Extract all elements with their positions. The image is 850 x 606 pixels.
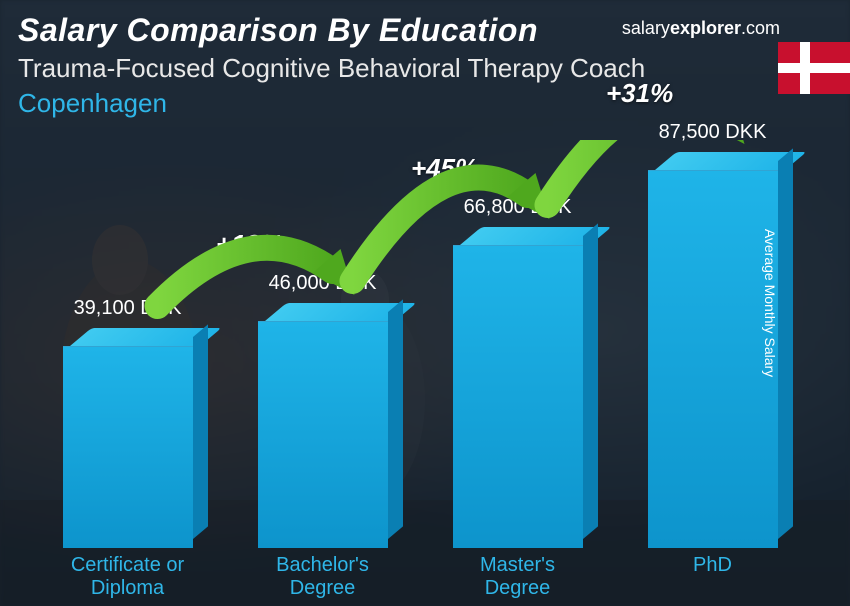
bar [453,227,583,548]
category-label: Master'sDegree [432,554,604,600]
bar-group: 39,100 DKK [42,297,214,548]
category-label: Bachelor'sDegree [237,554,409,600]
bar-group: 46,000 DKK [237,272,409,548]
bar-group: 66,800 DKK [432,196,604,548]
page-subtitle: Trauma-Focused Cognitive Behavioral Ther… [18,53,832,84]
bar [63,328,193,548]
category-label: PhD [627,554,799,600]
watermark-bold: explorer [670,18,741,38]
value-label: 39,100 DKK [74,297,182,320]
category-labels: Certificate orDiploma Bachelor'sDegree Mas… [30,554,810,600]
value-label: 87,500 DKK [659,121,767,144]
percent-increase-label: +18% [216,229,283,260]
denmark-flag-icon [778,42,850,94]
bar [258,303,388,548]
value-label: 46,000 DKK [269,272,377,295]
watermark: salaryexplorer.com [622,18,780,39]
bar [648,152,778,548]
location-label: Copenhagen [18,88,832,119]
salary-bar-chart: 39,100 DKK 46,000 DKK 66,800 DKK 87,500 … [30,140,810,548]
value-label: 66,800 DKK [464,196,572,219]
watermark-prefix: salary [622,18,670,38]
y-axis-label: Average Monthly Salary [762,229,778,377]
category-label: Certificate orDiploma [42,554,214,600]
watermark-suffix: .com [741,18,780,38]
percent-increase-label: +45% [411,153,478,184]
